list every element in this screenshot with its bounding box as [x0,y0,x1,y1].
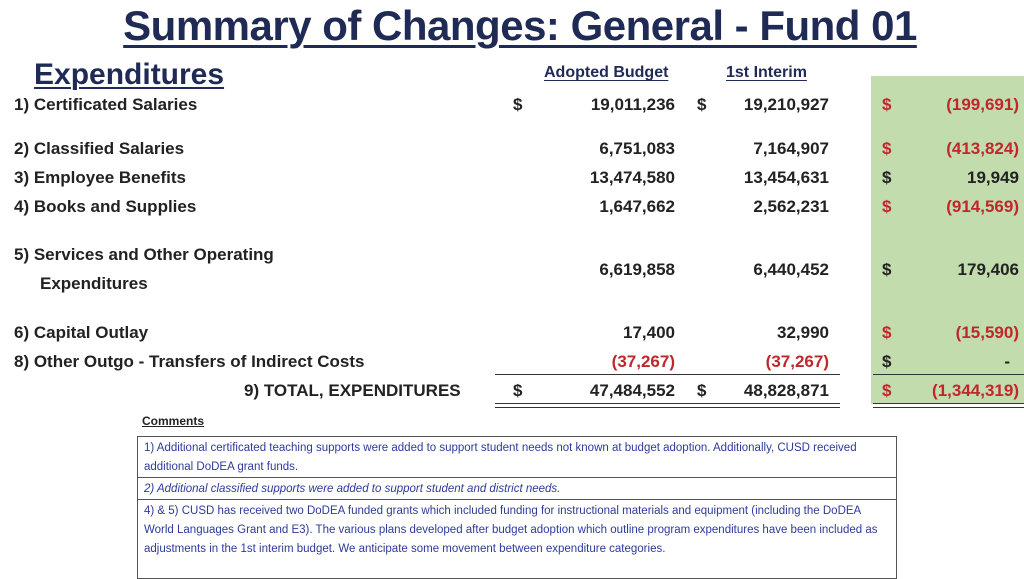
total-row: 9) TOTAL, EXPENDITURES $ 47,484,552 $ 48… [0,378,1024,404]
table-row: 3) Employee Benefits 13,474,580 13,454,6… [0,165,1024,191]
total-bottom-rule-diff [873,403,1024,408]
comment-box-1: 1) Additional certificated teaching supp… [137,436,897,478]
row-label: 6) Capital Outlay [14,323,149,342]
col-header-interim: 1st Interim [726,64,807,81]
table-row: 8) Other Outgo - Transfers of Indirect C… [0,349,1024,375]
interim-value: 6,440,452 [753,260,829,279]
difference-value: 179,406 [957,260,1019,279]
difference-value: (15,590) [955,323,1019,342]
adopted-value: 1,647,662 [599,197,675,216]
row-label: 1) Certificated Salaries [14,95,198,114]
row-label: 8) Other Outgo - Transfers of Indirect C… [14,352,365,371]
section-heading: Expenditures [34,58,225,91]
currency-sign: $ [513,381,523,400]
adopted-value: (37,267) [611,352,675,371]
total-bottom-rule [495,403,840,408]
interim-value: 7,164,907 [753,139,829,158]
table-row: 5) Services and Other Operating Expendit… [0,242,1024,298]
difference-value: 19,949 [967,168,1019,187]
total-label: 9) TOTAL, EXPENDITURES [244,381,461,400]
currency-sign: $ [882,352,892,371]
col-header-adopted: Adopted Budget [544,64,669,81]
currency-sign: $ [882,139,892,158]
row-label: 4) Books and Supplies [14,197,197,216]
comment-box-2: 2) Additional classified supports were a… [137,477,897,500]
total-adopted-value: 47,484,552 [589,381,675,400]
row-label: 3) Employee Benefits [14,168,186,187]
adopted-value: 13,474,580 [589,168,675,187]
total-difference-value: (1,344,319) [932,381,1019,400]
currency-sign: $ [882,197,892,216]
interim-value: 19,210,927 [743,95,829,114]
currency-sign: $ [882,168,892,187]
adopted-value: 19,011,236 [590,95,675,114]
adopted-value: 6,619,858 [599,260,675,279]
comment-box-3: 4) & 5) CUSD has received two DoDEA fund… [137,499,897,579]
currency-sign: $ [697,381,707,400]
total-interim-value: 48,828,871 [743,381,829,400]
table-row: 4) Books and Supplies 1,647,662 2,562,23… [0,194,1024,220]
currency-sign: $ [882,381,892,400]
row-label: 5) Services and Other Operating [14,245,274,264]
interim-value: (37,267) [765,352,829,371]
interim-value: 13,454,631 [743,168,829,187]
currency-sign: $ [882,95,892,114]
adopted-value: 6,751,083 [599,139,675,158]
currency-sign: $ [513,95,523,114]
difference-value: - [1004,352,1010,371]
page-title: Summary of Changes: General - Fund 01 [123,2,917,49]
difference-value: (914,569) [946,197,1019,216]
table-row: 6) Capital Outlay 17,400 32,990 $ (15,59… [0,320,1024,346]
interim-value: 32,990 [777,323,829,342]
difference-column-highlight [871,76,1024,404]
difference-value: (199,691) [946,95,1019,114]
row-label-continued: Expenditures [40,274,148,293]
interim-value: 2,562,231 [753,197,829,216]
difference-value: (413,824) [946,139,1019,158]
row-label: 2) Classified Salaries [14,139,185,158]
table-row: 1) Certificated Salaries $ 19,011,236 $ … [0,92,1024,118]
table-row: 2) Classified Salaries 6,751,083 7,164,9… [0,136,1024,162]
total-top-rule-diff [873,374,1024,375]
total-top-rule [495,374,840,375]
currency-sign: $ [882,323,892,342]
comments-heading: Comments [142,414,205,428]
currency-sign: $ [882,260,892,279]
currency-sign: $ [697,95,707,114]
adopted-value: 17,400 [623,323,675,342]
